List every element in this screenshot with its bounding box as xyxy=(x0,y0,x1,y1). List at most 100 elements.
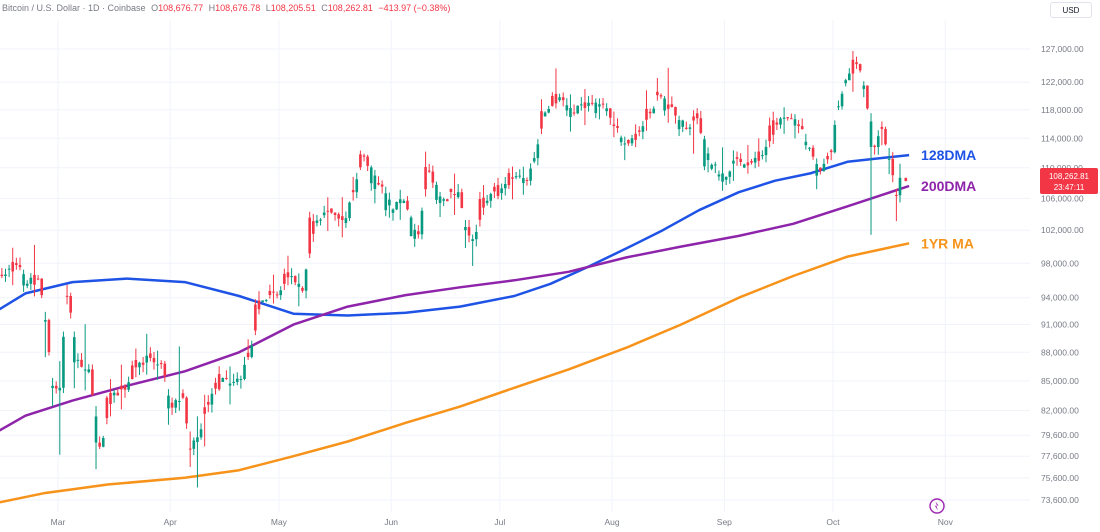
candle xyxy=(840,91,844,110)
candle xyxy=(793,114,797,139)
candle xyxy=(47,318,51,356)
candle-body xyxy=(547,108,551,113)
candle-body xyxy=(322,212,326,216)
candle-body xyxy=(590,102,594,104)
candle-body xyxy=(478,199,482,220)
candle-body xyxy=(844,80,847,84)
candle xyxy=(800,118,804,130)
candle xyxy=(29,273,33,290)
candle-body xyxy=(500,188,503,194)
candle xyxy=(724,176,728,186)
candle-body xyxy=(178,400,181,402)
replay-icon[interactable] xyxy=(928,497,946,515)
candle xyxy=(598,98,601,120)
currency-button[interactable]: USD xyxy=(1050,2,1092,18)
candle-body xyxy=(424,166,427,190)
candle xyxy=(145,333,149,375)
candle-body xyxy=(130,365,134,380)
candle xyxy=(761,150,764,160)
candle-body xyxy=(406,200,409,210)
candle xyxy=(833,120,837,154)
y-axis-labels: 127,000.00 122,000.00 118,000.00 114,000.00… xyxy=(1041,44,1084,505)
candle xyxy=(898,163,902,203)
candle xyxy=(757,138,761,167)
candle-body xyxy=(779,118,782,125)
y-tick-label: 106,000.00 xyxy=(1041,193,1084,203)
candle xyxy=(268,284,272,299)
candle xyxy=(815,158,819,190)
candle-body xyxy=(388,199,391,206)
candle xyxy=(619,135,623,146)
candle xyxy=(887,147,891,175)
candle xyxy=(301,286,304,293)
candle xyxy=(18,257,22,271)
candle-body xyxy=(15,263,18,265)
candle xyxy=(583,88,587,126)
candle-body xyxy=(880,127,884,129)
candle xyxy=(283,268,286,290)
candle-body xyxy=(569,108,572,118)
candle xyxy=(525,177,529,186)
candle-body xyxy=(522,178,525,184)
candle-body xyxy=(51,385,54,388)
candle-body xyxy=(54,385,58,389)
candle xyxy=(554,68,558,109)
candle-body xyxy=(134,360,138,368)
candle-body xyxy=(757,151,761,161)
candle-body xyxy=(340,216,344,220)
candle xyxy=(685,121,688,130)
candle-body xyxy=(489,194,493,201)
y-tick-label: 122,000.00 xyxy=(1041,77,1084,87)
candlestick-series xyxy=(0,50,908,488)
candle xyxy=(373,169,377,204)
candle-body xyxy=(29,277,33,284)
candle xyxy=(235,372,239,386)
candle xyxy=(424,151,427,197)
candle xyxy=(855,56,858,69)
candle-body xyxy=(804,141,808,146)
candle xyxy=(427,163,431,173)
candle xyxy=(402,199,406,204)
candle-body xyxy=(904,177,908,181)
candle-body xyxy=(782,117,786,119)
candle-body xyxy=(261,300,264,303)
candle xyxy=(239,375,243,389)
candle xyxy=(580,97,583,111)
candle-body xyxy=(742,164,746,168)
y-tick-label: 110,000.00 xyxy=(1041,163,1083,173)
candle-body xyxy=(199,429,203,438)
candle-body xyxy=(797,124,800,127)
candle xyxy=(456,184,460,199)
candle-body xyxy=(493,186,496,192)
candle-body xyxy=(40,278,44,296)
candle-body xyxy=(44,320,47,322)
candle xyxy=(377,176,380,186)
candle-body xyxy=(268,290,272,295)
candle xyxy=(786,117,790,121)
candle xyxy=(768,117,771,148)
candle xyxy=(80,353,83,368)
candle-body xyxy=(514,176,518,178)
candle-body xyxy=(771,120,775,135)
candle-body xyxy=(326,210,330,212)
candle-body xyxy=(695,113,699,119)
candle xyxy=(681,119,685,133)
symbol-label: Bitcoin / U.S. Dollar · 1D · Coinbase xyxy=(2,3,146,13)
candle-body xyxy=(319,219,322,221)
candle xyxy=(7,264,11,278)
candle-body xyxy=(464,226,467,231)
candle-body xyxy=(561,97,565,101)
candle-body xyxy=(656,91,659,96)
candle xyxy=(536,139,540,166)
candle xyxy=(547,105,551,114)
candle xyxy=(819,167,822,175)
candle xyxy=(319,218,322,226)
candle-body xyxy=(858,64,862,71)
candle xyxy=(561,92,565,107)
candle-body xyxy=(301,287,304,291)
candle xyxy=(464,219,467,249)
candle xyxy=(804,133,808,150)
candle xyxy=(22,269,25,292)
candle-body xyxy=(196,437,199,443)
